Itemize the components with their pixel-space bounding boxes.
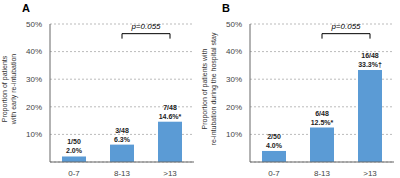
svg-text:>13: >13 <box>363 169 377 178</box>
svg-text:50%: 50% <box>26 20 42 29</box>
svg-text:3/48: 3/48 <box>115 127 129 134</box>
svg-text:40%: 40% <box>226 47 242 56</box>
svg-text:4.0%: 4.0% <box>266 142 283 149</box>
html-text:B: B <box>222 2 230 14</box>
svg-text:10%: 10% <box>26 130 42 139</box>
svg-text:6/48: 6/48 <box>315 110 329 117</box>
html-text:Proportion of patients with re: Proportion of patients with re-intubatio… <box>201 32 217 146</box>
svg-text:16/48: 16/48 <box>361 52 379 59</box>
svg-text:10%: 10% <box>226 130 242 139</box>
svg-text:50%: 50% <box>226 20 242 29</box>
svg-text:p=0.055: p=0.055 <box>330 22 361 31</box>
svg-text:2.0%: 2.0% <box>66 147 83 154</box>
svg-text:1/50: 1/50 <box>67 138 81 145</box>
svg-text:8-13: 8-13 <box>314 169 331 178</box>
svg-text:2/50: 2/50 <box>267 133 281 140</box>
svg-text:14.6%*: 14.6%* <box>159 113 182 120</box>
svg-text:12.5%*: 12.5%* <box>311 119 334 126</box>
svg-text:7/48: 7/48 <box>163 104 177 111</box>
html-text:A: A <box>22 2 30 14</box>
svg-text:6.3%: 6.3% <box>114 136 131 143</box>
svg-text:20%: 20% <box>226 103 242 112</box>
svg-text:>13: >13 <box>163 169 177 178</box>
html-text:Proportion of patients with ea: Proportion of patients with early re-int… <box>1 53 17 125</box>
svg-text:0-7: 0-7 <box>68 169 80 178</box>
svg-text:p=0.055: p=0.055 <box>130 22 161 31</box>
svg-text:30%: 30% <box>26 75 42 84</box>
svg-text:33.3%†: 33.3%† <box>358 61 382 68</box>
svg-text:40%: 40% <box>26 47 42 56</box>
svg-text:0-7: 0-7 <box>268 169 280 178</box>
svg-text:30%: 30% <box>226 75 242 84</box>
svg-text:20%: 20% <box>26 103 42 112</box>
svg-text:8-13: 8-13 <box>114 169 131 178</box>
